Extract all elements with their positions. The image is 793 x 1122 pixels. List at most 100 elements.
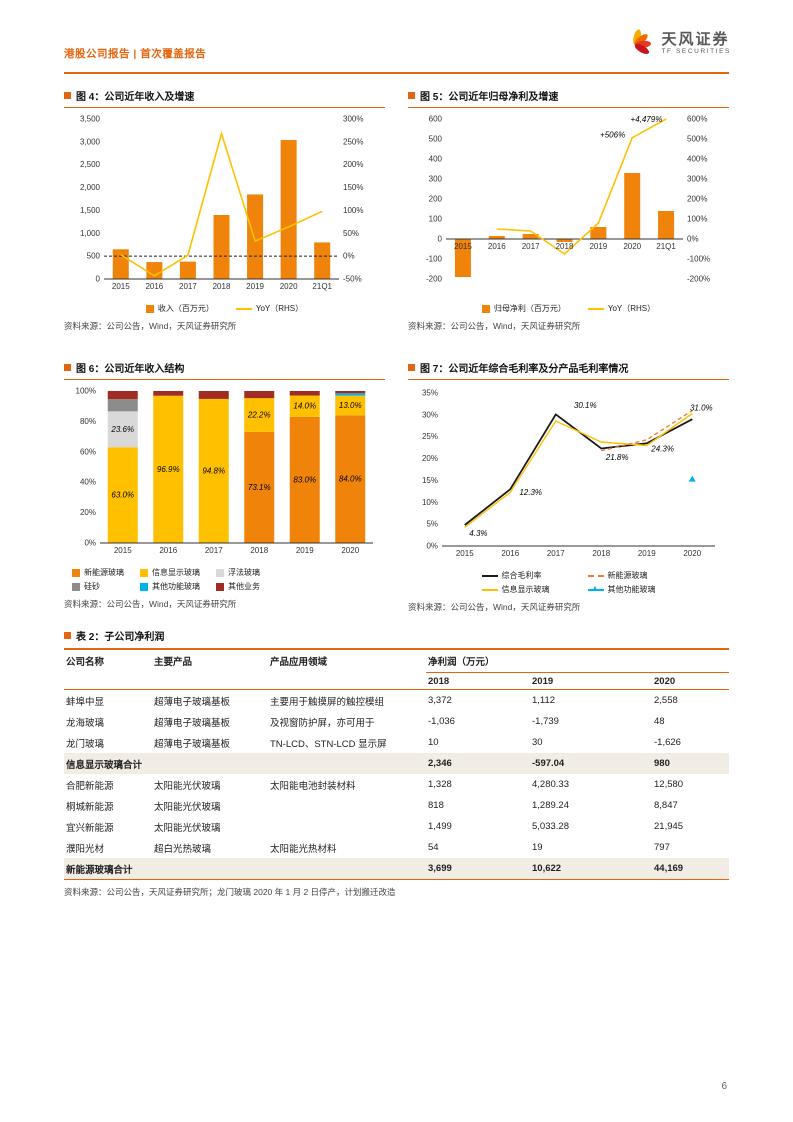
table-cell: [152, 858, 268, 880]
table-cell: 宜兴新能源: [66, 822, 114, 834]
header-divider: [64, 72, 729, 74]
legend-swatch-icon: [481, 574, 498, 577]
table-row: 龙海玻璃 超薄电子玻璃基板 及视窗防护屏，亦可用于 -1,036 -1,739 48: [64, 711, 729, 732]
table-cell: [268, 753, 426, 774]
legend-label: YoY（RHS）: [255, 304, 304, 313]
chart-label: 13.0%: [339, 401, 362, 410]
legend-label: 新能源玻璃: [607, 571, 648, 580]
chart-label: 21Q1: [312, 282, 332, 291]
chart-label: 21Q1: [656, 242, 676, 251]
table-cell: 10,622: [530, 858, 652, 880]
chart-label: 12.3%: [519, 488, 542, 497]
table2-source: 资料来源：公司公告，天风证券研究所；龙门玻璃 2020 年 1 月 2 日停产，…: [64, 887, 396, 897]
table-header-cell: [152, 672, 268, 690]
chart-label: 3,000: [80, 137, 101, 146]
chart-label: 300: [429, 175, 443, 184]
stack-segment: [289, 416, 320, 543]
bar: [247, 194, 264, 279]
legend-item: 信息显示玻璃: [140, 567, 200, 578]
bar: [112, 249, 129, 279]
chart-label: 1,500: [80, 206, 101, 215]
chart-label: 0%: [687, 235, 699, 244]
chart-label: 100%: [343, 206, 363, 215]
chart-label: -100: [426, 255, 443, 264]
chart-label: 500%: [687, 135, 707, 144]
brand-text: 天风证券 TF SECURITIES: [661, 31, 731, 56]
chart-label: 100: [429, 215, 443, 224]
title-bullet-icon: [408, 364, 415, 371]
table-row: 龙门玻璃 超薄电子玻璃基板 TN-LCD、STN-LCD 显示屏 10 30 -1,626: [64, 732, 729, 753]
legend-swatch-icon: [481, 588, 498, 591]
chart-label: 2019: [296, 546, 314, 555]
chart-label: 40%: [80, 478, 96, 487]
chart-label: 2015: [112, 282, 130, 291]
legend-label: 收入（百万元）: [157, 304, 214, 313]
stack-segment: [107, 399, 138, 412]
figure5-legend: 归母净利（百万元） YoY（RHS）: [408, 303, 729, 314]
legend-label: 综合毛利率: [501, 571, 542, 580]
chart-label: 20%: [80, 508, 96, 517]
table-cell: [152, 753, 268, 774]
table-cell: -1,739: [532, 716, 559, 727]
legend-swatch-icon: [145, 304, 154, 313]
figure4-title-text: 图 4：公司近年收入及增速: [76, 92, 195, 103]
chart-label: 21.8%: [605, 453, 629, 462]
chart-label: 30%: [422, 410, 438, 419]
table-cell: 太阳能光伏玻璃: [154, 780, 221, 792]
legend-label: 硅砂: [84, 582, 100, 591]
table-cell: [268, 816, 426, 837]
chart-label: 500: [87, 252, 101, 261]
chart-label: 200%: [687, 195, 707, 204]
page-number: 6: [721, 1081, 727, 1092]
figure4-chart: 0 500 1,000 1,500 2,000 2,500 3,000 3,500 -50% 0%…: [64, 111, 385, 301]
legend-item: 硅砂: [72, 581, 124, 592]
chart-label: 2018: [213, 282, 231, 291]
table-cell: 太阳能光伏玻璃: [154, 822, 221, 834]
table-cell: 龙海玻璃: [66, 717, 105, 729]
table2-title-text: 表 2：子公司净利润: [76, 632, 165, 643]
figure7-source: 资料来源：公司公告，Wind，天风证券研究所: [408, 602, 581, 612]
legend-item: 信息显示玻璃: [481, 584, 550, 595]
chart-label: 2020: [341, 546, 359, 555]
table-cell: 980: [652, 753, 730, 774]
figure5-source: 资料来源：公司公告，Wind，天风证券研究所: [408, 321, 581, 331]
stack-segment: [153, 391, 184, 396]
figure4-title: 图 4：公司近年收入及增速: [64, 88, 385, 108]
chart-label: 2018: [250, 546, 268, 555]
legend-item: 归母净利（百万元）: [481, 303, 566, 314]
table-cell: 蚌埠中显: [66, 696, 105, 708]
brand-logo: 天风证券 TF SECURITIES: [620, 26, 731, 60]
figure5-chart: -200 -100 0 100 200 300 400 500 600 -200% -100% 0% 1…: [408, 111, 729, 301]
table-cell: 1,289.24: [532, 800, 569, 811]
chart-label: 2,500: [80, 160, 101, 169]
stack-segment: [335, 393, 366, 396]
chart-label: 1,000: [80, 229, 101, 238]
chart-label: +506%: [600, 130, 625, 139]
stack-segment: [244, 391, 275, 399]
chart-label: 2017: [547, 549, 565, 558]
figure6-chart: 0% 20% 40% 60% 80% 100% 2015 2016 2017 2018 2019 20…: [64, 383, 385, 565]
legend-label: YoY（RHS）: [607, 304, 656, 313]
table-cell: 3,699: [426, 858, 530, 880]
bar: [146, 262, 163, 279]
chart-label: 2,000: [80, 183, 101, 192]
table-cell: 1,112: [532, 695, 556, 706]
table-cell: 太阳能电池封装材料: [270, 780, 356, 792]
brand-name-en: TF SECURITIES: [661, 47, 731, 55]
table-header-cell: 公司名称: [66, 657, 105, 669]
table-cell: -597.04: [530, 753, 652, 774]
chart-label: 0: [438, 235, 443, 244]
table-cell: 及视窗防护屏，亦可用于: [270, 717, 375, 729]
stack-segment: [244, 398, 275, 432]
chart-label: 100%: [76, 387, 96, 396]
table-header-row: 公司名称 主要产品 产品应用领域 净利润（万元）: [64, 649, 730, 673]
chart-label: 30.1%: [574, 401, 597, 410]
table-cell: 1,499: [428, 821, 452, 832]
chart-label: 250%: [343, 137, 363, 146]
chart-label: 2016: [488, 242, 506, 251]
table-head: 公司名称 主要产品 产品应用领域 净利润（万元） 2018 2019 2020: [64, 649, 730, 690]
figure5: 图 5：公司近年归母净利及增速 -200 -100 0 100 200 300 400 500…: [408, 88, 729, 332]
chart-label: 22.2%: [247, 411, 271, 420]
figure5-title-text: 图 5：公司近年归母净利及增速: [420, 92, 559, 103]
